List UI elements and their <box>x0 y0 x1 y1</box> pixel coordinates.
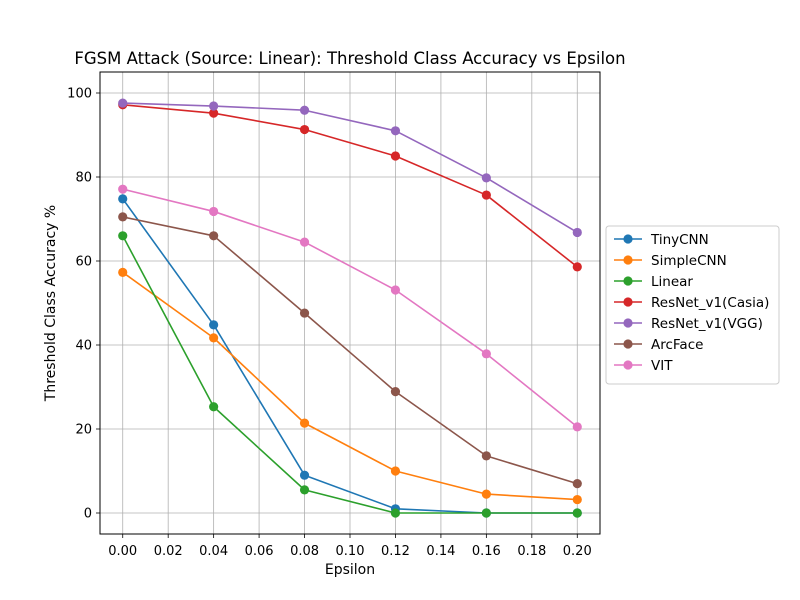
x-tick-label: 0.20 <box>563 544 592 559</box>
grid <box>100 72 600 534</box>
data-point <box>572 262 582 272</box>
data-point <box>572 227 582 238</box>
x-tick-label: 0.00 <box>108 544 137 559</box>
data-point <box>299 124 310 135</box>
data-point <box>118 98 128 108</box>
series-line <box>122 102 578 234</box>
x-tick-label: 0.14 <box>426 544 455 559</box>
legend-box <box>605 225 780 385</box>
series-line <box>122 103 578 268</box>
legend-marker <box>623 318 633 328</box>
legend-label: Linear <box>651 274 693 290</box>
data-point <box>209 333 219 343</box>
data-point <box>481 349 491 359</box>
legend-item: Linear <box>614 274 693 290</box>
legend-label: VIT <box>651 358 673 374</box>
data-point <box>390 466 401 476</box>
legend-item: SimpleCNN <box>614 253 727 269</box>
legend-marker <box>623 339 633 349</box>
series-arcface <box>118 212 582 489</box>
data-point <box>481 489 491 499</box>
data-point <box>390 151 401 161</box>
series-lines <box>118 98 582 518</box>
series-line <box>122 271 578 501</box>
data-point <box>299 418 310 428</box>
series-vit <box>118 184 582 432</box>
data-point <box>299 105 310 115</box>
legend-marker <box>623 297 633 307</box>
y-tick-label: 0 <box>84 507 92 522</box>
series-linear <box>118 231 582 518</box>
y-tick-label: 60 <box>75 255 92 270</box>
x-tick-label: 0.02 <box>154 544 183 559</box>
legend-item: ArcFace <box>614 337 703 353</box>
y-tick-label: 40 <box>75 339 92 354</box>
data-point <box>209 108 219 118</box>
data-point <box>209 320 219 330</box>
data-point <box>118 231 128 241</box>
series-line <box>122 216 578 485</box>
x-axis-title: Epsilon <box>325 562 375 578</box>
data-point <box>481 508 491 518</box>
x-tick-label: 0.12 <box>381 544 410 559</box>
axis-ticks: 0.00 0.02 0.04 0.06 0.08 0.10 0.12 0.14 0.16 0.18… <box>67 87 592 560</box>
y-tick-label: 100 <box>67 87 92 102</box>
series-line <box>122 235 578 514</box>
series-line <box>122 188 578 428</box>
data-point <box>390 508 401 518</box>
data-point <box>572 479 582 489</box>
y-tick-label: 80 <box>75 171 92 186</box>
data-point <box>209 231 219 241</box>
legend-marker <box>623 255 633 265</box>
y-axis-title: Threshold Class Accuracy % <box>43 205 59 402</box>
legend-marker <box>623 360 633 370</box>
data-point <box>209 101 219 111</box>
x-tick-label: 0.10 <box>336 544 365 559</box>
x-tick-label: 0.04 <box>199 544 228 559</box>
data-point <box>118 194 128 204</box>
data-point <box>390 126 401 136</box>
legend-label: SimpleCNN <box>651 253 727 269</box>
data-point <box>299 237 310 247</box>
data-point <box>572 422 582 432</box>
data-point <box>209 206 219 217</box>
series-resnet-v1-vgg <box>118 98 582 238</box>
legend-item: TinyCNN <box>614 232 709 248</box>
x-tick-label: 0.08 <box>290 544 319 559</box>
data-point <box>299 485 310 495</box>
legend-item: VIT <box>614 358 673 374</box>
series-simplecnn <box>118 267 582 505</box>
data-point <box>572 508 582 518</box>
data-point <box>299 308 310 318</box>
legend-label: ArcFace <box>651 337 703 353</box>
data-point <box>118 212 128 222</box>
data-point <box>209 402 219 412</box>
legend-item: ResNet_v1(VGG) <box>614 316 763 332</box>
data-point <box>299 470 310 480</box>
data-point <box>118 267 128 277</box>
data-point <box>390 387 401 397</box>
y-tick-label: 20 <box>75 423 92 438</box>
data-point <box>118 184 128 194</box>
data-point <box>572 494 582 505</box>
legend-marker <box>623 276 633 286</box>
x-tick-label: 0.16 <box>472 544 501 559</box>
legend-label: TinyCNN <box>650 232 709 248</box>
legend-label: ResNet_v1(VGG) <box>651 316 763 332</box>
legend-label: ResNet_v1(Casia) <box>651 295 769 311</box>
legend-item: ResNet_v1(Casia) <box>614 295 769 311</box>
x-tick-label: 0.06 <box>245 544 274 559</box>
data-point <box>481 190 491 200</box>
x-tick-label: 0.18 <box>517 544 546 559</box>
legend-marker <box>623 234 633 244</box>
data-point <box>481 173 491 183</box>
legend: TinyCNN SimpleCNN Linear ResNet_v1(Casia) Re… <box>605 225 780 385</box>
data-point <box>390 285 401 295</box>
chart-title: FGSM Attack (Source: Linear): Threshold … <box>74 49 625 68</box>
data-point <box>481 451 491 461</box>
